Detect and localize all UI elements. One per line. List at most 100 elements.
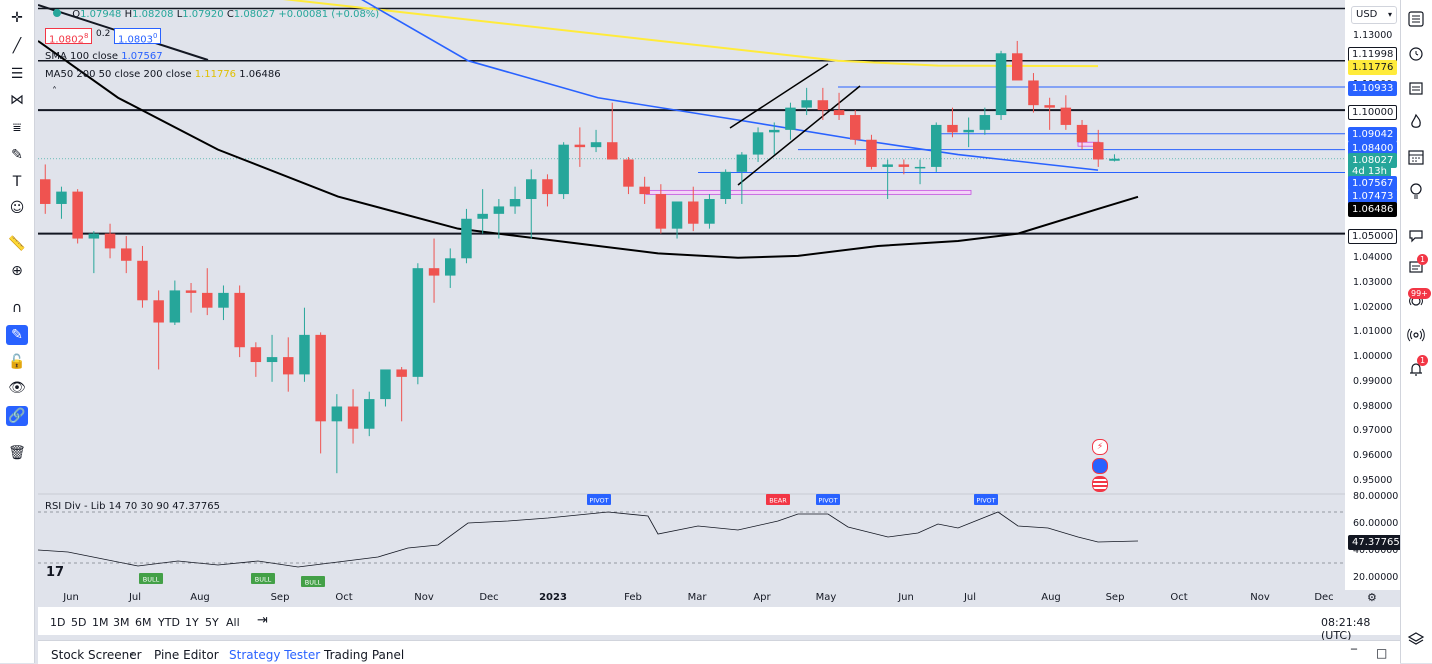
candle-body [704,199,715,224]
left-toolbar: ✛ ╱ ☰ ⋈ ⩸ ✎ T ☺ 📏 ⊕ ∩ ✎ 🔓 👁 🔗 🗑 [0,0,35,663]
time-tick: Mar [687,592,707,603]
goto-date-icon[interactable]: ⇥ [257,613,268,628]
buy-button[interactable]: 1.08030 [114,28,162,45]
price-tick: 0.95000 [1353,474,1393,486]
candle-body [250,347,262,363]
ruler-icon[interactable]: 📏 [8,236,26,252]
candle-body [785,107,796,130]
rsi-marker-label: BULL [255,576,272,584]
event-us-flag-icon[interactable] [1092,476,1108,492]
minimize-icon[interactable]: ‾ [1351,647,1357,661]
settings-icon[interactable]: ⚙ [1367,591,1377,604]
trend-line-icon[interactable]: ╱ [12,38,22,54]
status-dot-icon [53,9,61,17]
tab-stock-screener[interactable]: Stock Screener [51,648,142,662]
currency-value: USD [1356,9,1378,20]
time-tick: Jul [963,592,977,603]
crosshair-icon[interactable]: ✛ [11,10,23,26]
range-button-1y[interactable]: 1Y [185,616,199,629]
candle-body [995,53,1007,116]
rsi-marker-label: BEAR [769,497,787,505]
candle-body [801,100,812,108]
right-toolbar [1400,0,1432,663]
candle-body [104,233,116,249]
eye-icon[interactable]: 👁 [8,380,26,396]
hotlists-icon[interactable] [1405,111,1427,133]
rsi-marker-box [816,494,840,505]
magnet-icon[interactable]: ∩ [11,300,23,316]
time-tick: Aug [190,592,210,603]
candle-body [493,206,505,214]
buy-price-sup: 0 [153,32,158,40]
zoom-in-icon[interactable]: ⊕ [11,263,23,279]
rsi-marker-box [974,494,998,505]
pitchfork-icon[interactable]: ⋈ [10,92,24,108]
rsi-pane: PIVOT BEAR PIVOT PIVOT BULL BULL BULL [38,493,1345,587]
tab-strategy-tester[interactable]: Strategy Tester [229,648,321,662]
spread: 0.2 [96,29,111,39]
range-button-6m[interactable]: 6M [135,616,152,629]
range-button-3m[interactable]: 3M [113,616,130,629]
range-button-5d[interactable]: 5D [71,616,87,629]
broadcast-icon[interactable] [1405,324,1427,346]
lock-icon[interactable]: 🔓 [8,354,26,370]
currency-select[interactable]: USD ▾ [1351,6,1397,24]
candle-body [607,142,618,160]
ma50-line [282,0,1099,68]
data-window-icon[interactable] [1405,77,1427,99]
range-button-1d[interactable]: 1D [50,616,66,629]
layers-icon[interactable] [1405,628,1427,650]
candle-body [1076,124,1088,143]
candle-body [1093,142,1104,160]
channel-line-lower [737,85,861,186]
time-tick: Oct [1170,592,1188,603]
range-button-1m[interactable]: 1M [92,616,109,629]
candle-body [1012,53,1023,81]
link-icon[interactable]: 🔗 [6,406,28,426]
fib-retracement-icon[interactable]: ⩸ [12,120,22,136]
candle-body [736,154,748,172]
ma200-line [38,40,1139,259]
calendar-icon[interactable] [1405,146,1427,168]
sma-value: 1.07567 [121,51,163,62]
range-button-5y[interactable]: 5Y [205,616,219,629]
drawings [38,0,1345,259]
messages-badge: 1 [1417,254,1429,265]
messages-icon[interactable] [1405,256,1427,278]
sell-button[interactable]: 1.08028 [45,28,93,45]
candle-body [40,179,51,204]
chart-area[interactable]: PIVOT BEAR PIVOT PIVOT BULL BULL BULL [38,0,1345,607]
rsi-value-label: 47.37765 [1348,535,1404,550]
event-lightning-icon[interactable]: ⚡ [1092,439,1108,455]
watchlist-icon[interactable] [1405,8,1427,30]
chevron-down-icon[interactable]: ⌄ [128,648,136,658]
horizontal-lines-icon[interactable]: ☰ [10,66,24,82]
candle-body [898,164,910,167]
price-tick: 0.99000 [1353,375,1393,387]
candle-body [590,142,602,148]
brush-icon[interactable]: ✎ [11,147,23,163]
candle-body [526,179,537,200]
emoji-icon[interactable]: ☺ [9,200,25,216]
price-axis[interactable]: USD ▾ [1345,0,1400,590]
ideas-bulb-icon[interactable] [1405,180,1427,202]
alarm-icon[interactable] [1405,42,1427,64]
rsi-tick: 80.00000 [1353,491,1399,502]
chat-icon[interactable] [1405,224,1427,246]
maximize-icon[interactable]: □ [1376,646,1388,660]
clock-time: 08:21:48 (UTC) [1321,616,1371,642]
tab-trading-panel[interactable]: Trading Panel [324,648,405,662]
text-icon[interactable]: T [12,174,22,190]
range-button-all[interactable]: All [226,616,240,629]
high-value: 1.08208 [132,9,174,20]
rsi-tick: 60.00000 [1353,518,1399,529]
trash-icon[interactable]: 🗑 [8,445,26,461]
range-button-ytd[interactable]: YTD [158,616,180,629]
candle-body [558,144,569,195]
collapse-legend-icon[interactable]: ˄ [52,86,57,97]
notifications-icon[interactable] [1405,358,1427,380]
tab-pine-editor[interactable]: Pine Editor [154,648,219,662]
event-eu-flag-icon[interactable] [1092,458,1108,474]
lock-drawing-icon[interactable]: ✎ [6,325,28,345]
chevron-down-icon: ▾ [1387,10,1392,19]
